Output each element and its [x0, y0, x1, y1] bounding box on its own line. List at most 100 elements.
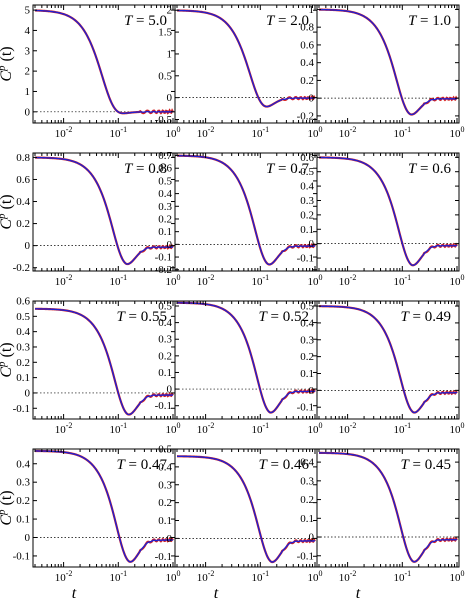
y-tick-label: 0.2 [300, 494, 314, 506]
y-tick-label: -0.1 [13, 550, 30, 562]
y-axis-label: Cp (t) [0, 490, 15, 525]
x-tick-label: 10-1 [109, 273, 127, 288]
x-tick-label: 10-1 [109, 421, 127, 436]
x-tick-label: 100 [166, 273, 181, 288]
y-tick-label: -0.1 [155, 400, 172, 412]
chart-panel: -0.1 0 0.1 0.2 0.3 0.4 10-2 10-1 100 T = 0.45 [297, 448, 465, 584]
series-line [176, 9, 316, 108]
y-tick-label: 0 [25, 240, 31, 252]
y-tick-label: 1 [25, 86, 31, 98]
x-tick-label: 10-1 [109, 569, 127, 584]
chart-panel: -0.1 0 0.1 0.2 0.3 0.4 0.5 0.6 10-2 10-1 100 T = 0.… [297, 152, 465, 288]
x-tick-label: 10-2 [197, 125, 215, 140]
y-tick-label: -0.1 [297, 402, 314, 414]
y-tick-label: 0.2 [16, 218, 30, 230]
y-tick-label: 0.1 [300, 224, 314, 236]
y-tick-label: 0 [25, 532, 31, 544]
y-tick-label: 0.2 [16, 357, 30, 369]
panel-label: T = 0.47 [116, 457, 167, 473]
x-tick-label: 100 [450, 569, 465, 584]
y-tick-label: 1 [309, 4, 315, 16]
y-tick-label: -0.2 [155, 264, 172, 276]
y-axis-label: Cp (t) [0, 46, 15, 81]
y-tick-label: 0.4 [300, 457, 314, 469]
chart-panel: -0.2 0 0.2 0.4 0.6 0.8 1 10-2 10-1 100 T = 1.0 [297, 4, 465, 140]
y-tick-label: 0.8 [16, 152, 30, 164]
y-tick-label: 0 [25, 106, 31, 118]
series-line [34, 308, 174, 416]
y-tick-label: 0.6 [158, 163, 172, 175]
chart-panel: -0.1 0 0.1 0.2 0.3 0.4 0.5 10-2 10-1 100 T = 0.46 [155, 444, 323, 585]
x-tick-label: 10-2 [55, 569, 73, 584]
y-tick-label: 0.2 [16, 495, 30, 507]
x-tick-label: 10-1 [251, 273, 269, 288]
y-tick-label: 0.2 [300, 209, 314, 221]
y-tick-label: -0.1 [297, 253, 314, 265]
y-tick-label: 0.6 [300, 39, 314, 51]
y-tick-label: 0 [309, 93, 315, 105]
chart-panel: -0.2 0 0.2 0.4 0.6 0.8 10-2 10-1 100 T = 0.8 [13, 152, 181, 288]
y-tick-label: 0.4 [300, 181, 314, 193]
series-line [176, 155, 316, 266]
y-tick-label: 0.2 [158, 350, 172, 362]
y-tick-label: 0.1 [158, 226, 172, 238]
y-tick-label: 0 [309, 532, 315, 544]
chart-panel: -0.1 0 0.1 0.2 0.3 0.4 0.5 0.6 10-2 10-1 100 T = 0.… [13, 296, 181, 437]
series-line [176, 455, 316, 563]
y-tick-label: 0 [167, 92, 173, 104]
panel-label: T = 0.45 [400, 457, 451, 473]
y-tick-label: 0.5 [158, 300, 172, 312]
y-tick-label: 0.4 [158, 317, 172, 329]
y-tick-label: 1.5 [158, 27, 172, 39]
y-tick-label: -0.2 [297, 110, 314, 122]
panel-label: T = 0.55 [116, 309, 167, 325]
y-tick-label: 0.3 [16, 477, 30, 489]
y-tick-label: 0.4 [16, 326, 30, 338]
panel-label: T = 0.7 [266, 161, 310, 177]
y-tick-label: 0.3 [300, 475, 314, 487]
y-tick-label: 0 [167, 239, 173, 251]
x-tick-label: 10-1 [393, 273, 411, 288]
chart-panel: -0.1 0 0.1 0.2 0.3 0.4 0.5 10-2 10-1 100 T = 0.52 [155, 300, 323, 436]
x-tick-label: 100 [450, 273, 465, 288]
x-tick-label: 10-2 [55, 421, 73, 436]
panel-label: T = 5.0 [124, 13, 167, 29]
y-tick-label: -0.2 [13, 262, 30, 274]
y-tick-label: -0.1 [13, 403, 30, 415]
x-tick-label: 100 [308, 421, 323, 436]
y-tick-label: 0.6 [16, 296, 30, 308]
panel-label: T = 1.0 [408, 13, 451, 29]
y-tick-label: 0.4 [158, 188, 172, 200]
x-tick-label: 10-2 [197, 569, 215, 584]
x-tick-label: 100 [166, 421, 181, 436]
x-tick-label: 100 [166, 125, 181, 140]
panel-frame [316, 152, 460, 272]
x-tick-label: 10-1 [393, 569, 411, 584]
x-tick-label: 10-2 [339, 569, 357, 584]
x-tick-label: 100 [308, 569, 323, 584]
panel-frame [316, 4, 460, 124]
y-tick-label: 0.5 [158, 444, 172, 456]
y-tick-label: 0.1 [158, 515, 172, 527]
y-tick-label: 0 [25, 387, 31, 399]
panel-frame [316, 300, 460, 420]
y-tick-label: -0.1 [297, 550, 314, 562]
y-tick-label: 0.3 [158, 479, 172, 491]
y-tick-label: 0.5 [300, 301, 314, 313]
panel-label: T = 0.46 [258, 457, 309, 473]
y-tick-label: 0.3 [300, 334, 314, 346]
panel-label: T = 0.8 [124, 161, 167, 177]
y-tick-label: 0.6 [300, 152, 314, 164]
x-tick-label: 100 [450, 421, 465, 436]
panel-label: T = 0.49 [400, 309, 451, 325]
panel-label: T = 0.52 [258, 309, 309, 325]
x-axis-label: t [356, 585, 361, 602]
x-tick-label: 10-2 [339, 421, 357, 436]
y-tick-label: 0.3 [158, 334, 172, 346]
y-axis-label: Cp (t) [0, 342, 15, 377]
series-line [34, 9, 174, 114]
x-tick-label: 10-1 [109, 125, 127, 140]
x-tick-label: 10-2 [55, 125, 73, 140]
